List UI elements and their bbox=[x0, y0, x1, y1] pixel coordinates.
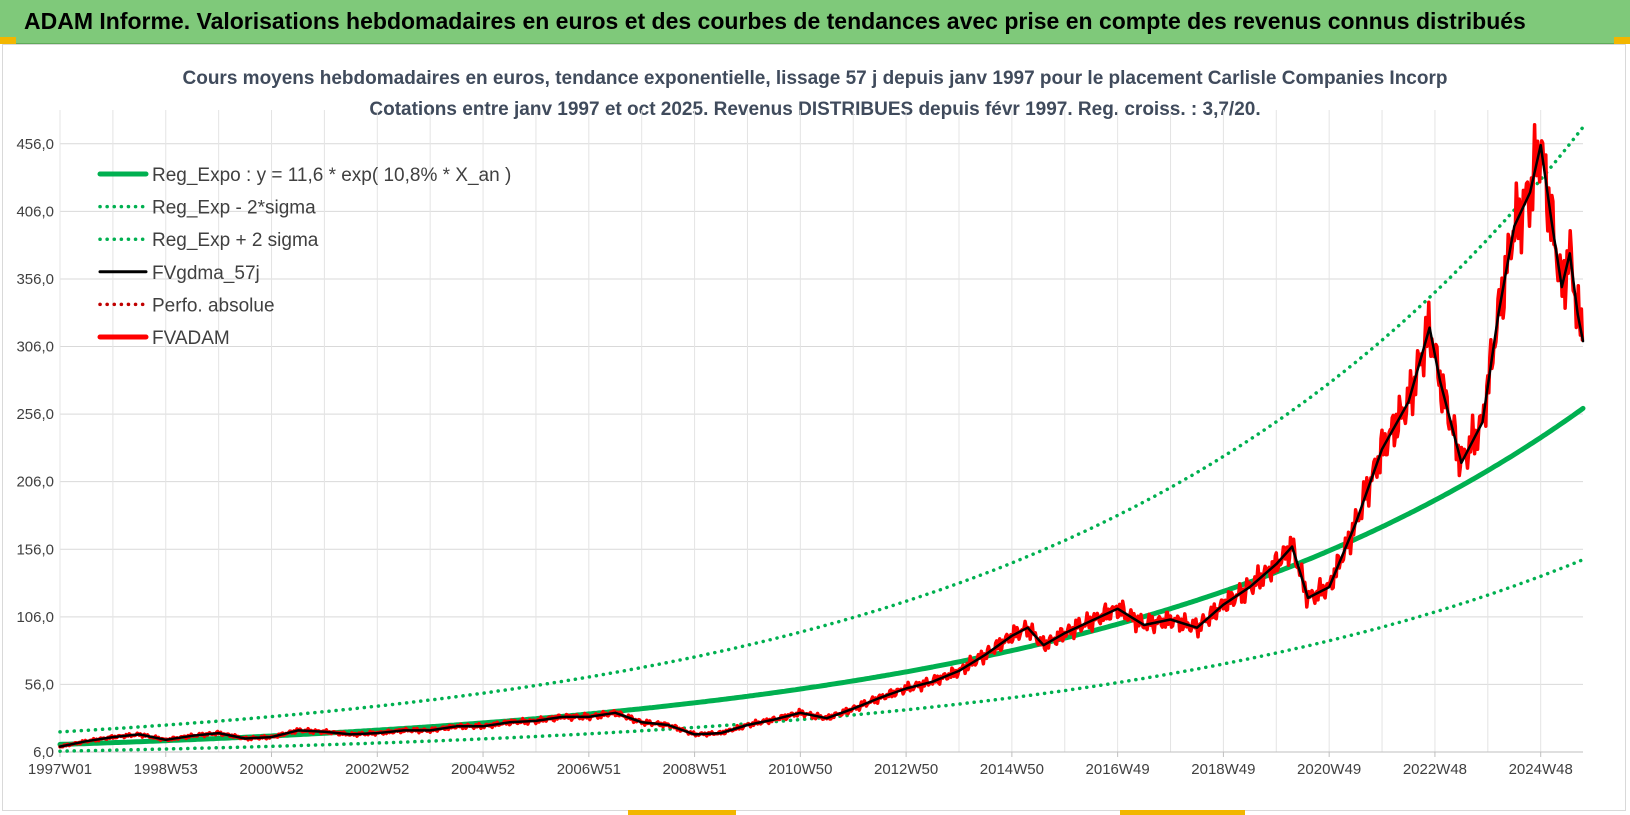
series-line-smooth bbox=[58, 143, 1585, 748]
x-tick-label: 2006W51 bbox=[557, 761, 621, 778]
y-tick-label: 256,0 bbox=[16, 406, 54, 423]
x-tick-label: 2022W48 bbox=[1403, 761, 1467, 778]
chart-subtitle: Cotations entre janv 1997 et oct 2025. R… bbox=[369, 99, 1261, 120]
x-tick-label: 2010W50 bbox=[768, 761, 832, 778]
chart-title: Cours moyens hebdomadaires en euros, ten… bbox=[182, 68, 1448, 89]
x-tick-label: 2012W50 bbox=[874, 761, 938, 778]
chart-series bbox=[57, 123, 1586, 753]
x-tick-label: 1998W53 bbox=[134, 761, 198, 778]
x-tick-label: 2002W52 bbox=[345, 761, 409, 778]
y-tick-label: 306,0 bbox=[16, 339, 54, 356]
corner-accent-left bbox=[0, 37, 16, 44]
legend-item: Perfo. absolue bbox=[98, 295, 275, 316]
y-tick-label: 356,0 bbox=[16, 271, 54, 288]
legend-item: Reg_Expo : y = 11,6 * exp( 10,8% * X_an … bbox=[97, 165, 511, 186]
x-tick-label: 1997W01 bbox=[28, 761, 92, 778]
y-axis-ticks: 6,0 56,0 106,0 156,0 206,0 256,0 306,0 356,0 406… bbox=[16, 136, 54, 761]
x-axis-ticks: 1997W01 1998W53 2000W52 2002W52 2004W52 2006W… bbox=[28, 752, 1573, 778]
y-tick-label: 106,0 bbox=[16, 609, 54, 626]
y-tick-label: 6,0 bbox=[33, 744, 54, 761]
x-tick-label: 2008W51 bbox=[662, 761, 726, 778]
x-tick-label: 2020W49 bbox=[1297, 761, 1361, 778]
x-tick-label: 2004W52 bbox=[451, 761, 515, 778]
legend-label: Reg_Expo : y = 11,6 * exp( 10,8% * X_an … bbox=[152, 165, 511, 186]
header-bar: ADAM Informe. Valorisations hebdomadaire… bbox=[0, 0, 1630, 44]
legend-item: Reg_Exp - 2*sigma bbox=[98, 198, 316, 219]
y-tick-label: 456,0 bbox=[16, 136, 54, 153]
x-tick-label: 2024W48 bbox=[1509, 761, 1573, 778]
legend-label: Reg_Exp + 2 sigma bbox=[152, 230, 319, 251]
legend-label: FVgdma_57j bbox=[152, 263, 260, 284]
bottom-accent-1 bbox=[628, 810, 736, 815]
series-line-reg bbox=[57, 405, 1586, 747]
y-tick-label: 206,0 bbox=[16, 474, 54, 491]
legend-item: FVADAM bbox=[97, 328, 230, 349]
y-tick-label: 56,0 bbox=[25, 676, 54, 693]
legend-label: Perfo. absolue bbox=[152, 295, 275, 316]
bottom-accent-2 bbox=[1120, 810, 1245, 815]
chart-legend: Reg_Expo : y = 11,6 * exp( 10,8% * X_an … bbox=[97, 165, 511, 349]
legend-label: FVADAM bbox=[152, 328, 230, 349]
legend-item: FVgdma_57j bbox=[98, 263, 260, 284]
y-tick-label: 156,0 bbox=[16, 541, 54, 558]
x-tick-label: 2000W52 bbox=[239, 761, 303, 778]
corner-accent-right bbox=[1614, 37, 1630, 44]
x-tick-label: 2018W49 bbox=[1191, 761, 1255, 778]
series-line-reg-low bbox=[58, 557, 1585, 753]
x-tick-label: 2014W50 bbox=[980, 761, 1044, 778]
legend-label: Reg_Exp - 2*sigma bbox=[152, 198, 316, 219]
chart-frame bbox=[2, 44, 1626, 811]
y-tick-label: 406,0 bbox=[16, 203, 54, 220]
legend-item: Reg_Exp + 2 sigma bbox=[98, 230, 319, 251]
x-tick-label: 2016W49 bbox=[1086, 761, 1150, 778]
header-title: ADAM Informe. Valorisations hebdomadaire… bbox=[24, 8, 1526, 34]
series-line-reg-high bbox=[58, 125, 1585, 734]
